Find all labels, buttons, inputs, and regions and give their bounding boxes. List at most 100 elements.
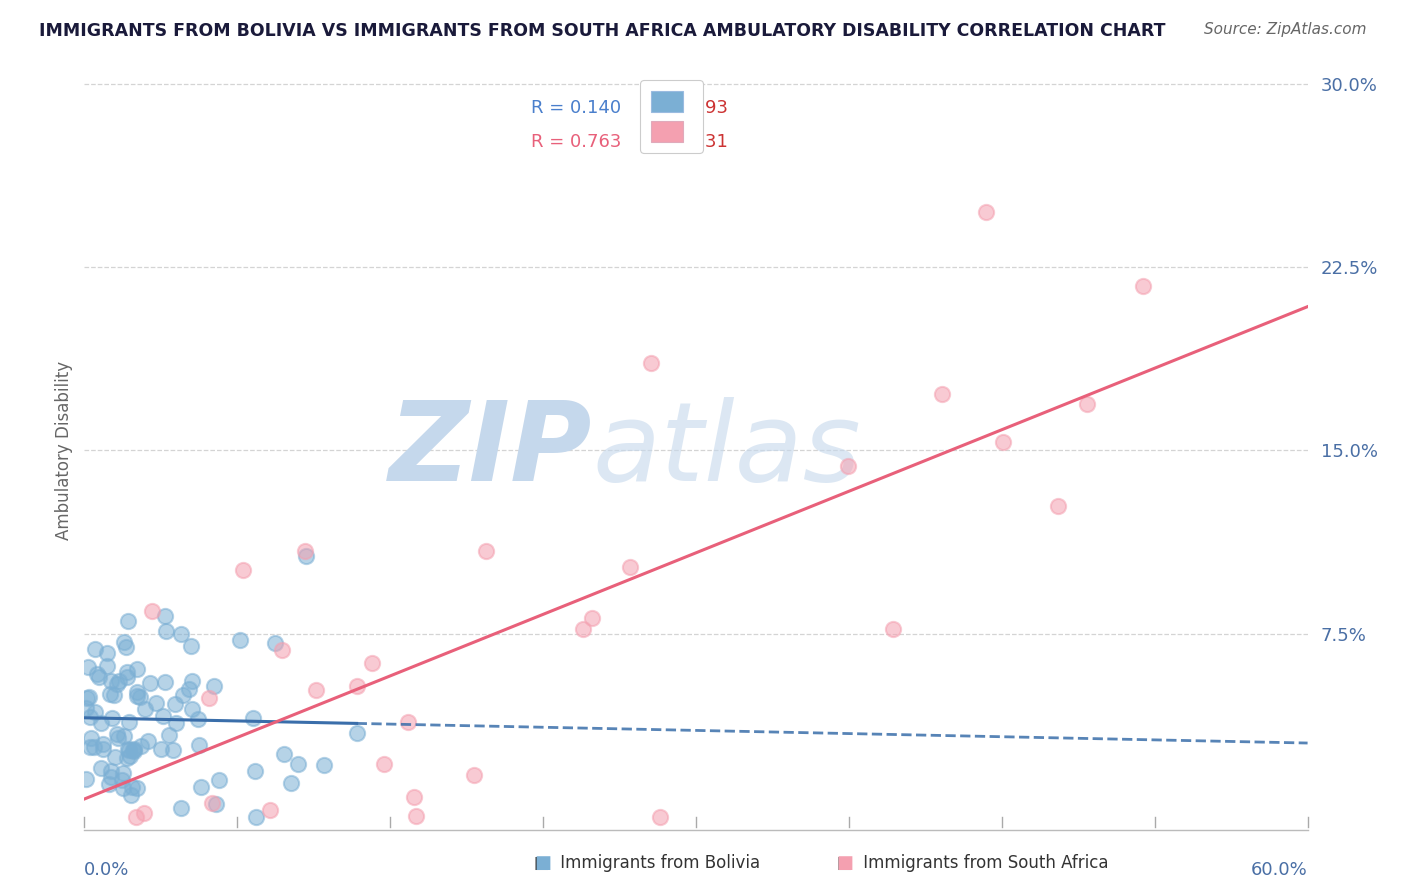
Point: [273, 747, 295, 761]
Point: [117, 741, 139, 756]
Point: [111, 772, 134, 787]
Point: [204, 797, 226, 811]
Point: [114, 640, 136, 654]
Point: [619, 560, 641, 574]
Point: [127, 781, 149, 796]
Point: [201, 796, 224, 810]
Point: [1046, 499, 1069, 513]
Point: [79, 710, 101, 724]
Point: [229, 632, 252, 647]
Point: [346, 679, 368, 693]
Point: [190, 780, 212, 795]
Point: [198, 691, 221, 706]
Point: [129, 739, 152, 753]
Point: [122, 742, 145, 756]
Point: [105, 677, 128, 691]
Point: [118, 715, 141, 730]
Point: [86, 667, 108, 681]
Point: [76, 691, 98, 706]
Point: [100, 770, 122, 784]
Text: 0.0%: 0.0%: [84, 862, 129, 880]
Point: [83, 641, 105, 656]
Point: [153, 675, 176, 690]
Point: [90, 761, 112, 775]
Point: [155, 624, 177, 638]
Y-axis label: Ambulatory Disability: Ambulatory Disability: [55, 361, 73, 540]
Point: [141, 604, 163, 618]
Point: [139, 676, 162, 690]
Point: [97, 777, 120, 791]
Point: [104, 750, 127, 764]
Point: [121, 743, 143, 757]
Text: Source: ZipAtlas.com: Source: ZipAtlas.com: [1204, 22, 1367, 37]
Point: [202, 679, 225, 693]
Point: [152, 709, 174, 723]
Text: ■  Immigrants from Bolivia: ■ Immigrants from Bolivia: [534, 855, 761, 872]
Point: [100, 674, 122, 689]
Point: [312, 758, 335, 772]
Point: [188, 738, 211, 752]
Point: [115, 665, 138, 680]
Point: [157, 728, 180, 742]
Text: ■: ■: [534, 855, 551, 872]
Point: [572, 623, 595, 637]
Text: IMMIGRANTS FROM BOLIVIA VS IMMIGRANTS FROM SOUTH AFRICA AMBULATORY DISABILITY CO: IMMIGRANTS FROM BOLIVIA VS IMMIGRANTS FR…: [39, 22, 1166, 40]
Point: [181, 673, 204, 688]
Point: [118, 749, 141, 764]
Point: [127, 662, 149, 676]
Text: atlas: atlas: [592, 397, 860, 504]
Point: [87, 670, 110, 684]
Point: [125, 810, 148, 824]
Point: [837, 458, 859, 473]
Point: [208, 773, 231, 788]
Point: [111, 780, 134, 795]
Point: [107, 674, 129, 689]
Point: [100, 764, 122, 779]
Point: [405, 809, 427, 823]
Point: [134, 702, 156, 716]
Text: ■: ■: [837, 855, 853, 872]
Point: [294, 543, 316, 558]
Point: [259, 803, 281, 817]
Point: [172, 689, 194, 703]
Point: [404, 789, 426, 804]
Point: [180, 639, 202, 653]
Point: [398, 714, 420, 729]
Point: [96, 646, 118, 660]
Point: [107, 731, 129, 745]
Point: [280, 775, 302, 789]
Point: [165, 715, 187, 730]
Point: [117, 670, 139, 684]
Point: [931, 387, 953, 401]
Point: [974, 205, 997, 219]
Point: [640, 356, 662, 370]
Point: [245, 764, 267, 779]
Point: [287, 756, 309, 771]
Point: [101, 710, 124, 724]
Point: [103, 688, 125, 702]
Text: R = 0.763: R = 0.763: [531, 133, 621, 151]
Point: [170, 626, 193, 640]
Text: ■  Immigrants from South Africa: ■ Immigrants from South Africa: [837, 855, 1108, 872]
Point: [304, 682, 326, 697]
Text: ZIP: ZIP: [388, 397, 592, 504]
Point: [155, 608, 177, 623]
Point: [80, 731, 103, 745]
Point: [79, 740, 101, 755]
Legend: , : ,: [640, 80, 703, 153]
Point: [180, 702, 202, 716]
Point: [75, 772, 97, 786]
Point: [245, 810, 267, 824]
Point: [242, 711, 264, 725]
Point: [75, 700, 97, 714]
Point: [295, 549, 318, 563]
Point: [93, 742, 115, 756]
Point: [1076, 396, 1098, 410]
Point: [127, 689, 149, 703]
Point: [105, 726, 128, 740]
Point: [361, 656, 384, 670]
Point: [127, 685, 149, 699]
Point: [98, 687, 121, 701]
Point: [145, 696, 167, 710]
Point: [83, 739, 105, 754]
